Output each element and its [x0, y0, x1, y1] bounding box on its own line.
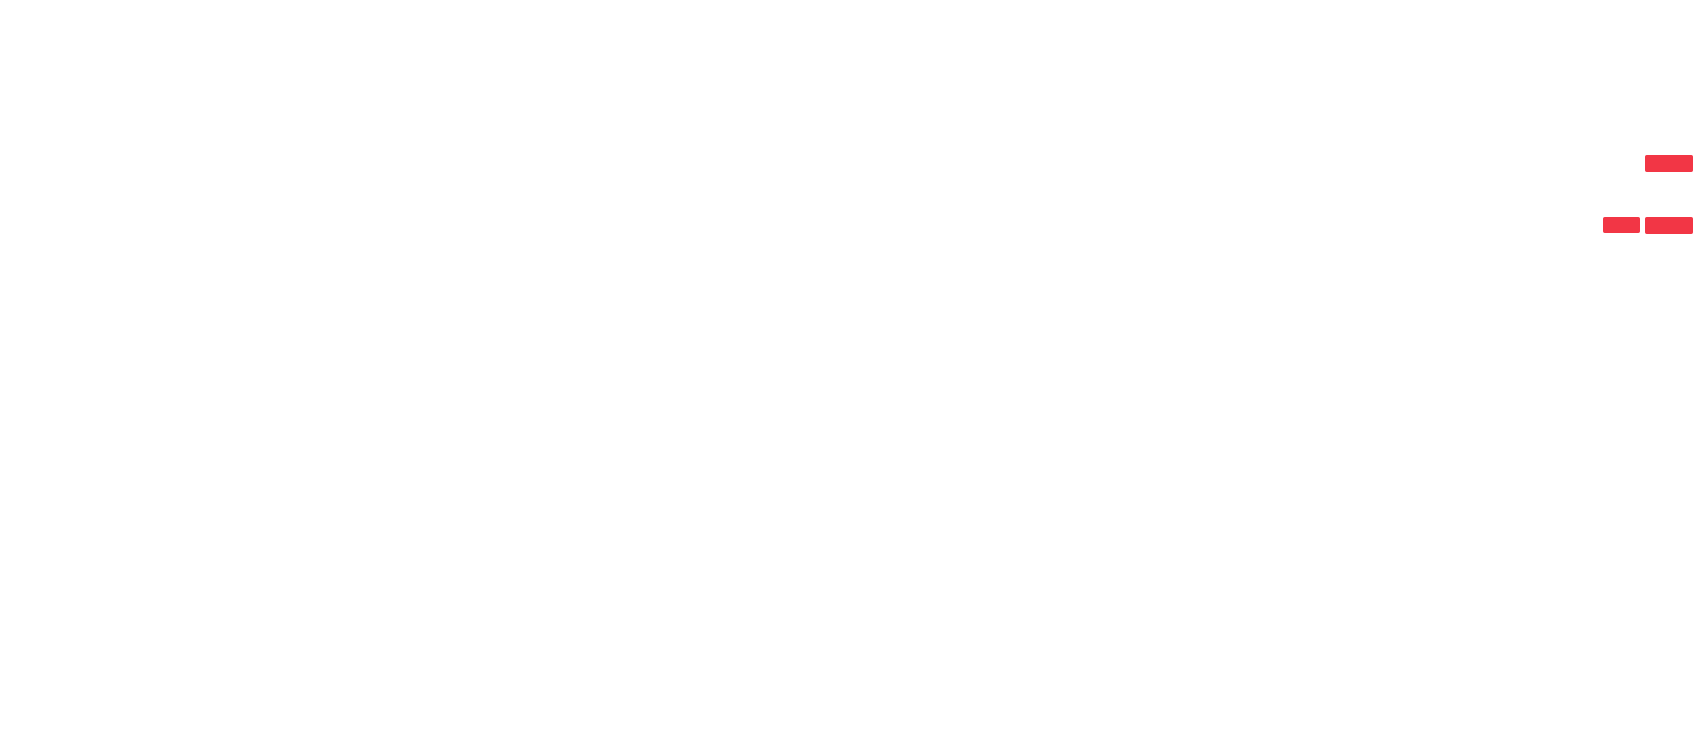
price-axis[interactable] — [1644, 0, 1693, 728]
rsi-legend[interactable] — [2, 596, 47, 608]
settings-gear-icon[interactable] — [1656, 731, 1686, 753]
time-axis[interactable] — [0, 729, 1643, 755]
resistance-price-label — [1645, 155, 1693, 172]
last-price-label — [1645, 217, 1693, 234]
symbol-tag — [1603, 217, 1640, 233]
